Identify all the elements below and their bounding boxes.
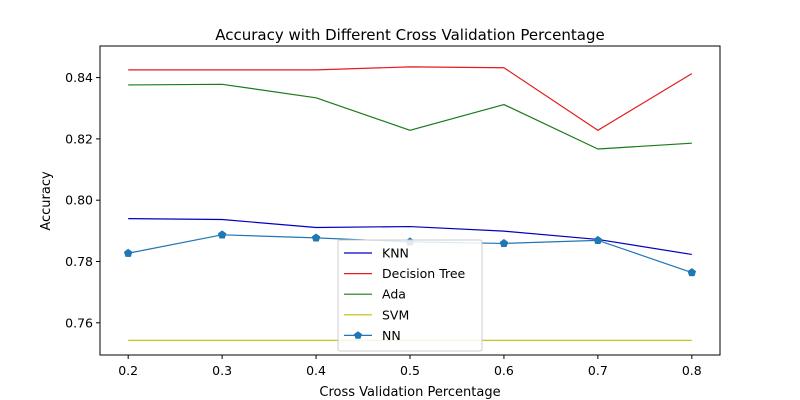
x-axis-label: Cross Validation Percentage (319, 385, 500, 400)
x-tick-label: 0.4 (306, 363, 326, 378)
legend-box (337, 239, 483, 352)
legend-item-knn: KNN (344, 246, 409, 261)
y-axis-label: Accuracy (39, 171, 54, 231)
x-tick-label: 0.6 (494, 363, 514, 378)
data-point-nn (593, 235, 603, 244)
x-tick-label: 0.3 (212, 363, 232, 378)
legend: KNN Decision Tree Ada SVM NN (337, 239, 483, 352)
y-tick-label: 0.78 (65, 254, 93, 269)
y-tick-label: 0.80 (65, 193, 93, 208)
x-tick-label: 0.8 (682, 363, 702, 378)
data-point-nn (123, 248, 133, 257)
data-point-nn (311, 233, 321, 242)
legend-item-ada: Ada (344, 287, 406, 302)
data-point-nn (217, 230, 227, 239)
x-tick-label: 0.7 (588, 363, 608, 378)
legend-item-nn: NN (344, 328, 401, 343)
legend-item-svm: SVM (344, 307, 409, 322)
data-point-nn (499, 238, 509, 248)
legend-label: Decision Tree (382, 266, 466, 281)
y-tick-label: 0.82 (65, 131, 93, 146)
series-decision-tree (128, 66, 693, 131)
series-line-decision-tree (128, 66, 693, 131)
series-line-ada (128, 83, 692, 150)
y-axis-ticks: 0.76 0.78 0.80 0.82 0.84 (65, 70, 100, 330)
legend-label: NN (382, 328, 401, 343)
x-tick-label: 0.2 (118, 363, 138, 378)
y-tick-label: 0.84 (65, 70, 93, 85)
legend-marker (354, 331, 362, 339)
data-point-nn (687, 268, 697, 277)
legend-item-decision-tree: Decision Tree (344, 266, 466, 281)
x-axis-ticks: 0.2 0.3 0.4 0.5 0.6 0.7 0.8 (118, 355, 702, 378)
series-ada (128, 83, 692, 150)
legend-label: KNN (382, 246, 409, 261)
legend-label: SVM (382, 307, 409, 322)
chart-title: Accuracy with Different Cross Validation… (215, 26, 604, 44)
legend-label: Ada (382, 287, 406, 302)
y-tick-label: 0.76 (65, 315, 93, 330)
x-tick-label: 0.5 (400, 363, 420, 378)
series-layer (123, 66, 697, 341)
